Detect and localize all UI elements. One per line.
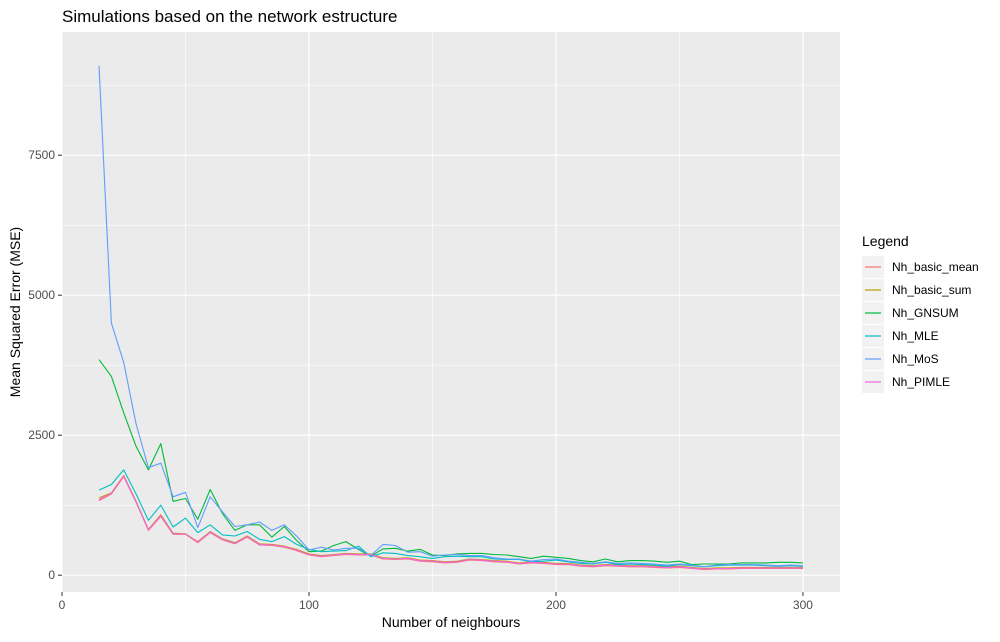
legend-entry-label: Nh_MoS [892, 352, 939, 366]
axes: 0 100 200 300 0 2500 5000 7500 [28, 148, 813, 612]
legend-title: Legend [862, 233, 909, 249]
legend: Legend Nh_basic_mean Nh_basic_sum Nh_GNSUM… [862, 233, 979, 393]
x-tick-label: 200 [546, 598, 566, 612]
chart-title: Simulations based on the network estruct… [62, 7, 397, 26]
legend-entry-label: Nh_basic_sum [892, 283, 971, 297]
y-axis-label: Mean Squared Error (MSE) [7, 227, 23, 397]
x-tick-label: 300 [793, 598, 813, 612]
y-tick-label: 5000 [28, 288, 55, 302]
legend-entry-label: Nh_basic_mean [892, 260, 979, 274]
y-tick-label: 0 [48, 568, 55, 582]
series-line-nh-mos [98, 65, 804, 568]
legend-entry-label: Nh_GNSUM [892, 306, 959, 320]
legend-entry-label: Nh_MLE [892, 329, 939, 343]
plot-panel [62, 32, 840, 592]
y-tick-label: 2500 [28, 428, 55, 442]
x-axis-label: Number of neighbours [382, 614, 521, 630]
x-tick-label: 0 [59, 598, 66, 612]
series-line-nh-pimle [98, 475, 803, 570]
y-tick-label: 7500 [28, 148, 55, 162]
series-lines [98, 65, 804, 571]
legend-entry-label: Nh_PIMLE [892, 375, 950, 389]
grid-lines [61, 32, 840, 592]
x-tick-label: 100 [299, 598, 319, 612]
series-line-nh-mle [98, 469, 804, 568]
